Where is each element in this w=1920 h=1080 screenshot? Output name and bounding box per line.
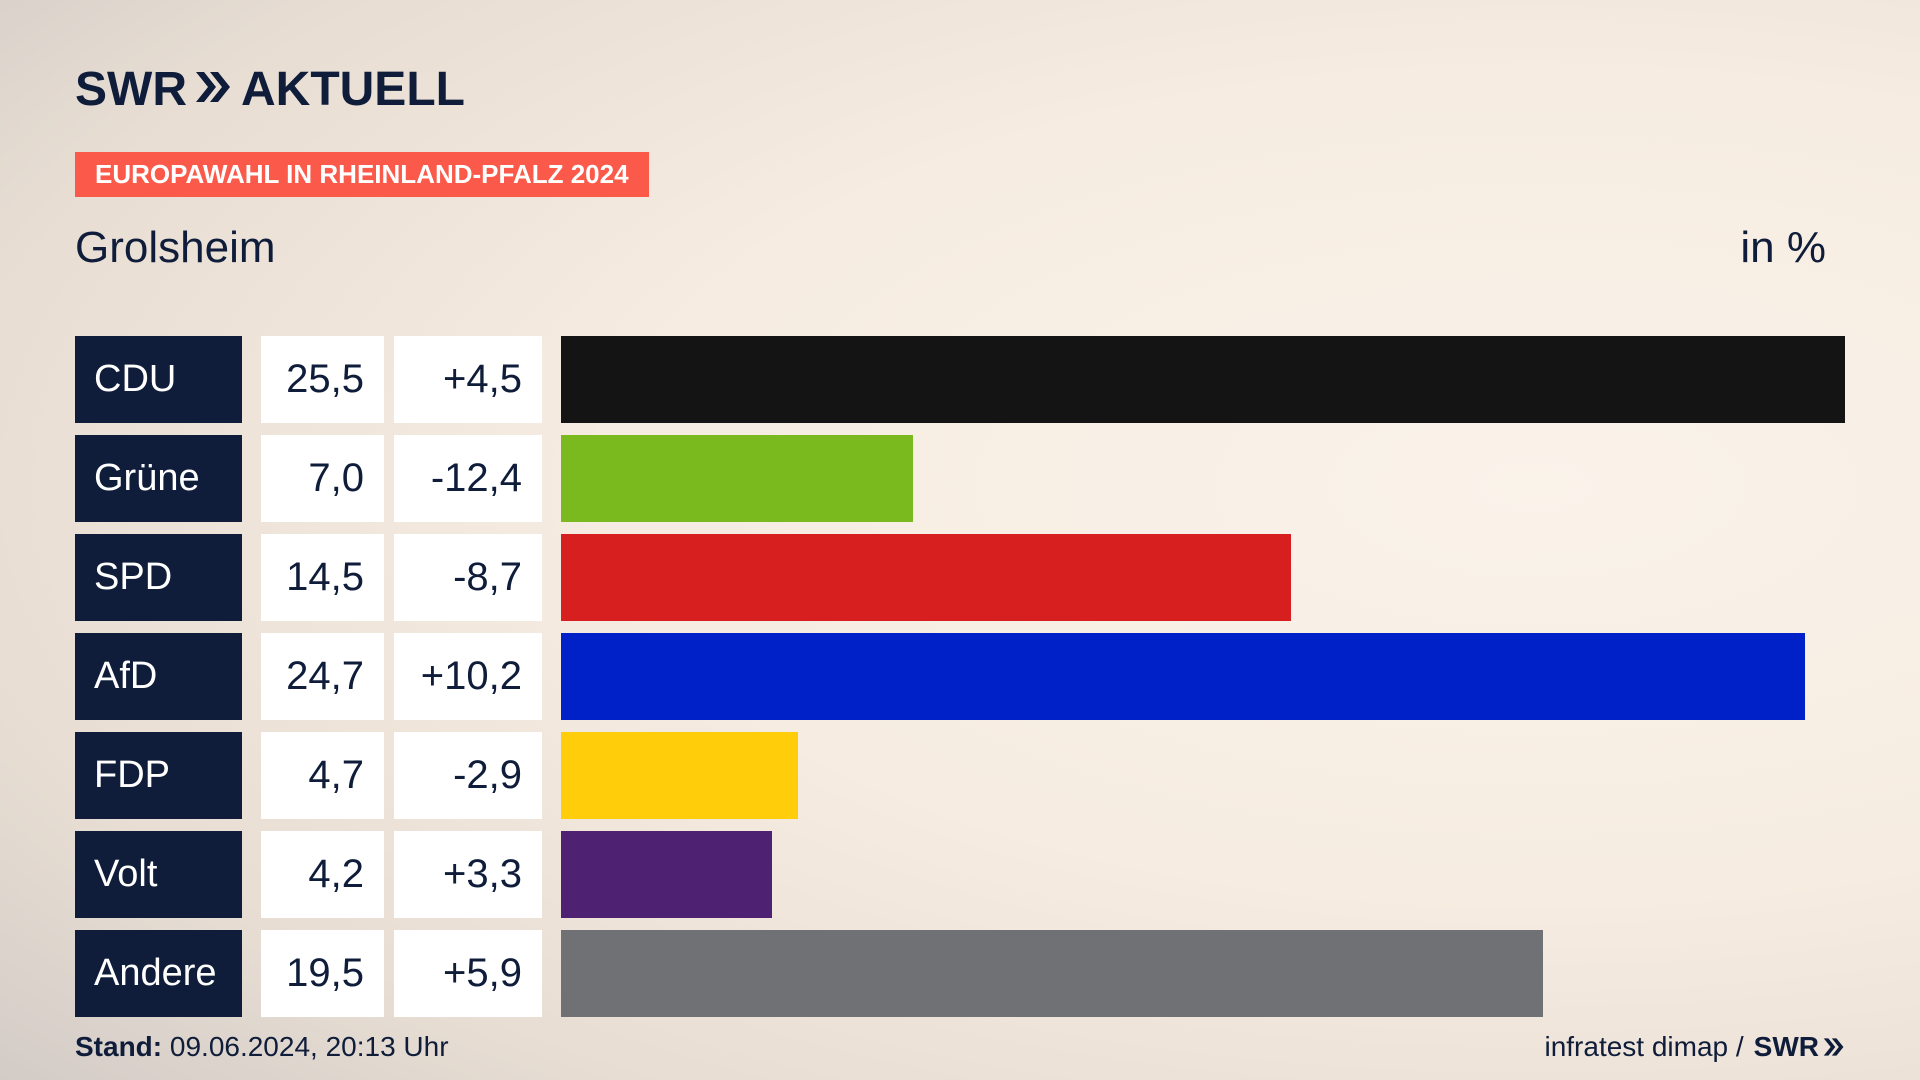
change-value: +5,9 (394, 930, 542, 1017)
stand-label: Stand: (75, 1031, 163, 1062)
result-row: Grüne 7,0 -12,4 (75, 435, 1846, 522)
party-label: SPD (75, 534, 242, 621)
party-label: Volt (75, 831, 242, 918)
swr-aktuell-logo: SWR AKTUELL (75, 66, 465, 114)
share-value: 14,5 (261, 534, 384, 621)
party-label: Grüne (75, 435, 242, 522)
result-row: Volt 4,2 +3,3 (75, 831, 1846, 918)
party-label: FDP (75, 732, 242, 819)
result-bar (561, 336, 1845, 423)
party-label: Andere (75, 930, 242, 1017)
party-label: AfD (75, 633, 242, 720)
result-bar (561, 930, 1543, 1017)
place-title: Grolsheim (75, 223, 276, 272)
share-value: 4,7 (261, 732, 384, 819)
share-value: 7,0 (261, 435, 384, 522)
change-value: -2,9 (394, 732, 542, 819)
party-label: CDU (75, 336, 242, 423)
share-value: 25,5 (261, 336, 384, 423)
double-chevron-icon (1823, 1038, 1844, 1056)
result-bar (561, 435, 913, 522)
change-value: +4,5 (394, 336, 542, 423)
result-row: Andere 19,5 +5,9 (75, 930, 1846, 1017)
result-row: CDU 25,5 +4,5 (75, 336, 1846, 423)
logo-aktuell-text: AKTUELL (240, 63, 465, 116)
source-credit: infratest dimap / SWR (1544, 1030, 1844, 1064)
result-bar (561, 633, 1805, 720)
result-bar (561, 831, 772, 918)
result-bar (561, 534, 1291, 621)
result-row: SPD 14,5 -8,7 (75, 534, 1846, 621)
result-row: AfD 24,7 +10,2 (75, 633, 1846, 720)
double-chevron-icon (193, 66, 231, 114)
change-value: -12,4 (394, 435, 542, 522)
logo-swr-text: SWR (75, 63, 187, 116)
share-value: 4,2 (261, 831, 384, 918)
result-bar (561, 732, 798, 819)
swr-small-logo: SWR (1754, 1030, 1844, 1064)
unit-label: in % (1740, 223, 1826, 272)
share-value: 19,5 (261, 930, 384, 1017)
source-text: infratest dimap / (1544, 1031, 1744, 1062)
result-row: FDP 4,7 -2,9 (75, 732, 1846, 819)
share-value: 24,7 (261, 633, 384, 720)
change-value: +10,2 (394, 633, 542, 720)
change-value: +3,3 (394, 831, 542, 918)
timestamp: Stand: 09.06.2024, 20:13 Uhr (75, 1030, 449, 1064)
stand-value: 09.06.2024, 20:13 Uhr (169, 1031, 449, 1062)
change-value: -8,7 (394, 534, 542, 621)
small-logo-text: SWR (1753, 1031, 1819, 1062)
election-ribbon: EUROPAWAHL IN RHEINLAND-PFALZ 2024 (75, 152, 649, 197)
